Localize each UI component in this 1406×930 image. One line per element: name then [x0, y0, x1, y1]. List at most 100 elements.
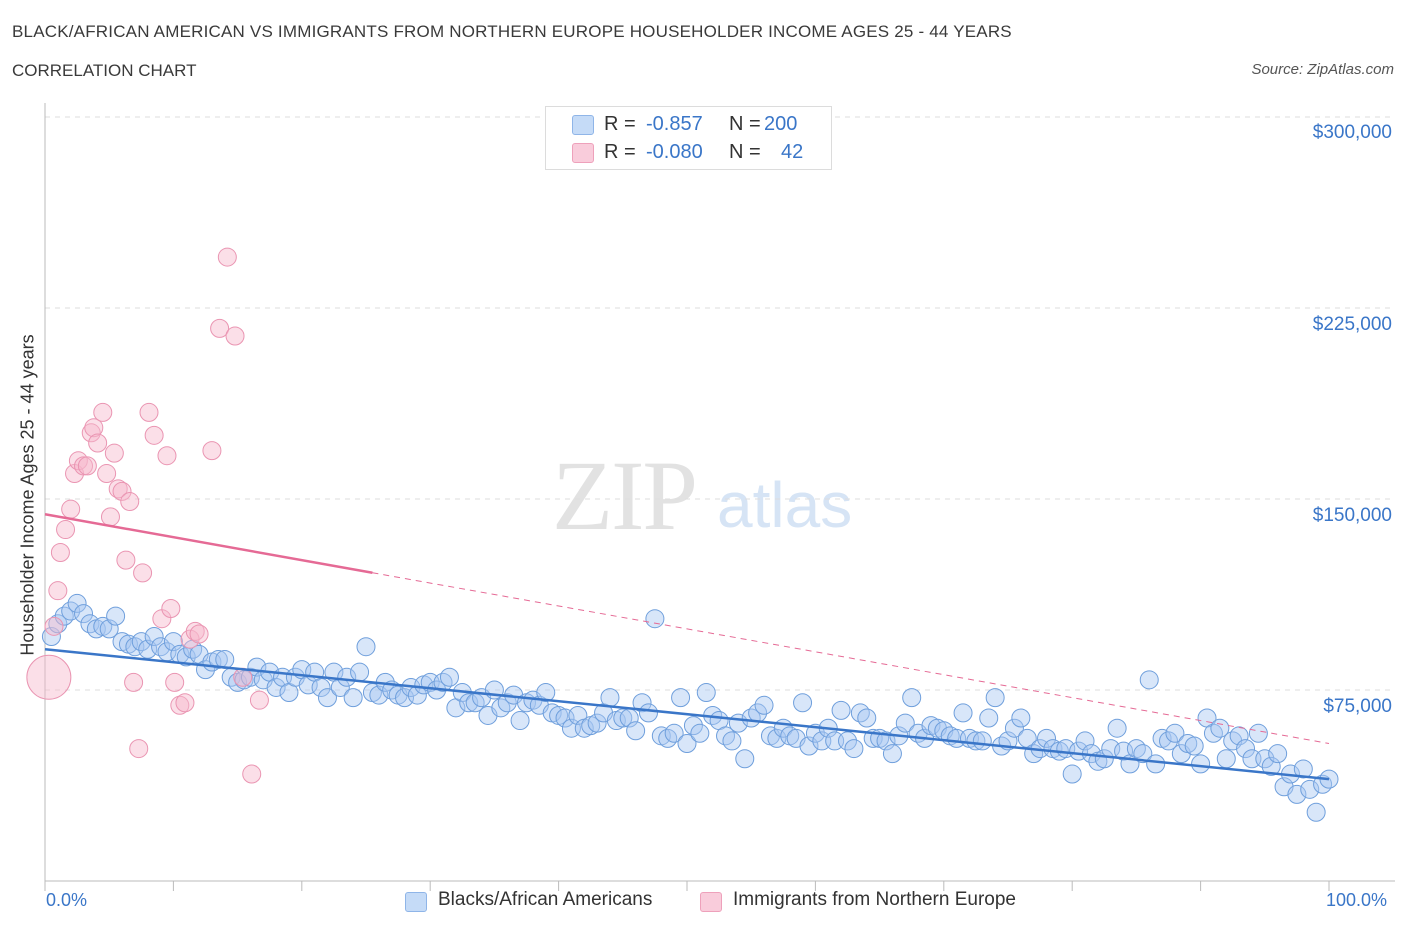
legend-n-label: N =: [729, 113, 761, 135]
data-points: [26, 247, 1339, 822]
point-blacks-146: [979, 708, 999, 728]
point-immigrants-31: [175, 693, 195, 713]
point-blacks-195: [1293, 759, 1313, 779]
point-blacks-151: [1011, 708, 1031, 728]
point-blacks-65: [459, 693, 479, 713]
bottom-legend-label-immigrants: Immigrants from Northern Europe: [733, 889, 1016, 910]
point-immigrants-9: [77, 456, 97, 476]
point-blacks-179: [1191, 754, 1211, 774]
point-blacks-118: [799, 736, 819, 756]
point-blacks-17: [151, 637, 171, 657]
point-immigrants-5: [61, 499, 81, 519]
point-blacks-87: [600, 688, 620, 708]
point-immigrants-22: [129, 739, 149, 759]
point-blacks-124: [838, 731, 857, 751]
point-blacks-171: [1139, 670, 1159, 690]
point-blacks-19: [163, 632, 183, 652]
y-tick-label-300000: $300,000: [1312, 122, 1392, 143]
legend-row-blacks: R = -0.857 N = 200: [546, 111, 831, 139]
x-axis-max-label: 100.0%: [1326, 890, 1388, 910]
point-immigrants-13: [93, 402, 113, 422]
point-immigrants-16: [104, 443, 124, 463]
point-blacks-181: [1203, 723, 1223, 743]
point-blacks-166: [1107, 718, 1127, 738]
point-immigrants-30: [170, 695, 190, 715]
point-blacks-130: [876, 731, 896, 751]
legend-r-label: R =: [604, 141, 636, 163]
point-blacks-106: [722, 731, 742, 751]
trend-lines: [44, 513, 1330, 781]
point-blacks-188: [1248, 723, 1268, 743]
point-blacks-186: [1236, 739, 1256, 759]
point-blacks-26: [208, 649, 228, 669]
y-tick-label-225000: $225,000: [1312, 314, 1392, 335]
trend-line-immigrants-dashed: [372, 572, 1330, 744]
point-blacks-89: [613, 708, 633, 728]
point-immigrants-12: [88, 433, 108, 453]
point-blacks-35: [266, 677, 286, 697]
point-blacks-133: [895, 713, 915, 733]
point-blacks-108: [735, 749, 755, 769]
axes: [44, 103, 1395, 891]
point-blacks-127: [857, 708, 877, 728]
legend-swatch-pink: [572, 143, 594, 163]
point-blacks-94: [645, 609, 665, 629]
legend-n-value: 200: [764, 113, 798, 135]
point-blacks-164: [1094, 749, 1114, 769]
y-tick-label-75000: $75,000: [1323, 696, 1392, 717]
point-blacks-117: [793, 693, 813, 713]
point-blacks-97: [664, 723, 684, 743]
point-blacks-99: [677, 733, 697, 753]
point-blacks-182: [1210, 718, 1230, 738]
point-blacks-178: [1184, 736, 1204, 756]
point-immigrants-40: [242, 764, 262, 784]
chart-subtitle: CORRELATION CHART: [12, 61, 197, 80]
point-immigrants-29: [165, 672, 185, 692]
point-immigrants-41: [249, 690, 269, 710]
point-blacks-111: [754, 695, 774, 715]
point-blacks-62: [439, 667, 459, 687]
point-blacks-9: [99, 619, 119, 639]
point-blacks-10: [106, 606, 126, 626]
legend-row-immigrants: R = -0.080 N = 42: [546, 139, 831, 167]
point-immigrants-20: [120, 492, 140, 512]
point-immigrants-11: [84, 418, 104, 438]
point-immigrants-37: [217, 247, 237, 267]
point-immigrants-4: [56, 520, 76, 540]
point-blacks-169: [1126, 739, 1146, 759]
point-blacks-92: [632, 693, 652, 713]
point-blacks-82: [568, 705, 588, 725]
correlation-legend: R = -0.857 N = 200 R = -0.080 N = 42: [545, 106, 832, 170]
point-blacks-105: [716, 726, 736, 746]
point-blacks-70: [491, 698, 511, 718]
point-blacks-161: [1075, 731, 1095, 751]
point-blacks-183: [1216, 749, 1236, 769]
legend-r-value: -0.080: [646, 141, 703, 163]
point-blacks-170: [1133, 744, 1153, 764]
legend-r-value: -0.857: [646, 113, 703, 135]
point-blacks-147: [985, 688, 1005, 708]
point-blacks-5: [74, 604, 94, 624]
trend-line-blacks: [44, 648, 1330, 781]
point-blacks-159: [1062, 764, 1082, 784]
point-blacks-196: [1300, 779, 1320, 799]
legend-n-value: 42: [781, 141, 804, 163]
point-immigrants-35: [202, 441, 222, 461]
source-note: Source: ZipAtlas.com: [1251, 61, 1394, 78]
point-immigrants-28: [161, 599, 181, 619]
point-blacks-194: [1287, 784, 1307, 804]
point-blacks-109: [741, 708, 761, 728]
watermark-zip: ZIP: [552, 440, 698, 551]
point-blacks-42: [311, 677, 331, 697]
point-blacks-48: [350, 662, 370, 682]
point-blacks-96: [658, 728, 678, 748]
point-blacks-61: [433, 672, 453, 692]
point-blacks-98: [671, 688, 691, 708]
point-blacks-49: [356, 637, 376, 657]
point-blacks-197: [1306, 802, 1326, 822]
point-immigrants-14: [97, 464, 117, 484]
point-blacks-85: [587, 713, 607, 733]
point-blacks-100: [683, 716, 703, 736]
point-immigrants-2: [48, 581, 68, 601]
